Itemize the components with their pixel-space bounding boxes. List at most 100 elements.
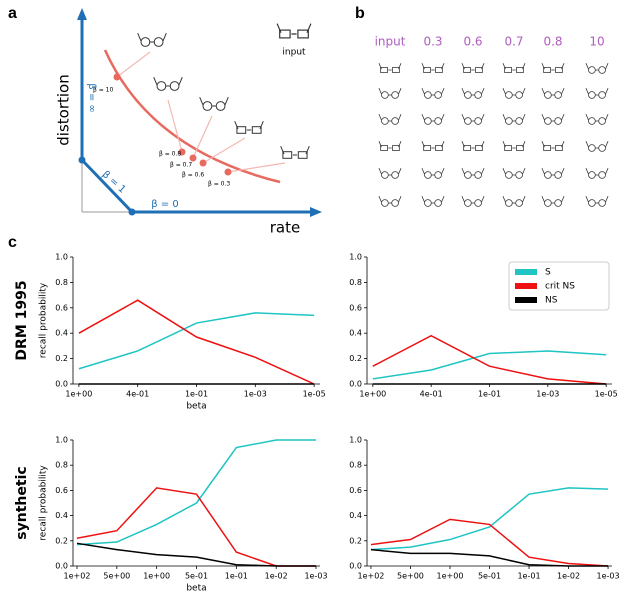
frame: [378, 168, 402, 176]
glasses-icon: [502, 63, 526, 73]
y-tick-label: 1.0: [55, 253, 68, 262]
frame: [502, 88, 526, 96]
glasses-icon: [199, 97, 229, 111]
lens: [475, 145, 483, 151]
frame: [541, 114, 565, 122]
glasses-icon: [461, 63, 485, 73]
lens: [588, 171, 596, 179]
lens: [505, 171, 513, 179]
y-axis-label: recall probability: [39, 465, 49, 541]
frame: [421, 141, 445, 149]
y-tick-label: 0.8: [349, 461, 362, 470]
series-line: [372, 334, 607, 385]
frame: [502, 63, 526, 71]
glasses-icon: [541, 196, 565, 207]
axis-label: distortion: [55, 74, 73, 145]
y-tick-label: 0.2: [349, 354, 362, 363]
lens: [169, 81, 180, 91]
lens: [251, 126, 262, 134]
frame: [421, 88, 445, 96]
frame: [421, 63, 445, 71]
x-tick-label: 5e+00: [103, 572, 130, 581]
leader-lines: [116, 51, 286, 173]
lens: [380, 67, 388, 73]
lens: [434, 171, 442, 179]
glasses-icon: [280, 146, 310, 159]
lens: [423, 67, 431, 73]
glasses-icon: [378, 88, 402, 99]
glasses-icon: [585, 63, 609, 74]
x-tick-label: 1e-01: [517, 572, 540, 581]
x-tick-label: 1e-01: [478, 390, 501, 399]
lens: [588, 144, 596, 152]
y-tick-label: 0.4: [349, 329, 362, 338]
arrow: [77, 8, 87, 20]
lens: [504, 67, 512, 73]
lens: [544, 199, 552, 207]
frame: [541, 63, 565, 71]
legend-swatch: [515, 283, 537, 289]
glasses-icon: [541, 88, 565, 99]
legend-swatch: [515, 269, 537, 275]
y-tick-label: 0.2: [55, 536, 68, 545]
glasses-icon: [421, 88, 445, 99]
glasses-icon: [421, 141, 445, 151]
panel-label: a: [8, 5, 17, 22]
lens: [202, 101, 213, 111]
frame: [378, 141, 402, 149]
frame: [502, 196, 526, 204]
row-label: synthetic: [14, 466, 30, 539]
point: [78, 156, 86, 164]
glasses-icon: [461, 114, 485, 125]
glasses-icon: [585, 168, 609, 179]
y-tick-label: 0.4: [55, 511, 68, 520]
y-tick-label: 0.8: [55, 461, 68, 470]
lens: [598, 117, 606, 125]
frame: [502, 114, 526, 122]
x-tick-label: 1e+00: [437, 572, 464, 581]
glasses-icon: [378, 168, 402, 179]
lens: [515, 171, 523, 179]
lens: [392, 67, 400, 73]
x-tick-label: 5e-01: [185, 572, 208, 581]
series-line: [370, 518, 609, 567]
lens: [463, 67, 471, 73]
glasses-icon: [585, 114, 609, 125]
beta-label: β = 0.7: [170, 162, 192, 169]
series-line: [372, 350, 607, 380]
series-line: [78, 312, 315, 370]
glasses-icon: [276, 23, 312, 39]
x-tick-label: 1e+00: [359, 390, 386, 399]
glasses-icon: [378, 141, 402, 151]
lens: [544, 171, 552, 179]
frame: [199, 97, 229, 107]
lens: [215, 101, 226, 111]
x-tick-label: 1e-03: [244, 390, 267, 399]
row-label: DRM 1995: [14, 280, 30, 360]
frame: [541, 196, 565, 204]
lens: [544, 91, 552, 99]
x-tick-label: 1e+00: [65, 390, 92, 399]
lens: [434, 91, 442, 99]
lens: [598, 144, 606, 152]
frame: [421, 196, 445, 204]
axis-label: rate: [270, 219, 300, 237]
legend-swatch: [515, 297, 537, 303]
glasses-icon: [502, 196, 526, 207]
lens: [543, 145, 551, 151]
frame: [585, 88, 609, 96]
frame: [461, 141, 485, 149]
frame: [421, 168, 445, 176]
lens: [381, 171, 389, 179]
frame: [585, 141, 609, 149]
lens: [555, 145, 563, 151]
y-tick-label: 1.0: [349, 436, 362, 445]
lens: [588, 91, 596, 99]
x-tick-label: 4e-01: [420, 390, 443, 399]
lens: [504, 145, 512, 151]
frame: [541, 141, 565, 149]
y-tick-label: 0.0: [55, 380, 68, 389]
lens: [555, 67, 563, 73]
column-label: 0.7: [504, 35, 523, 49]
